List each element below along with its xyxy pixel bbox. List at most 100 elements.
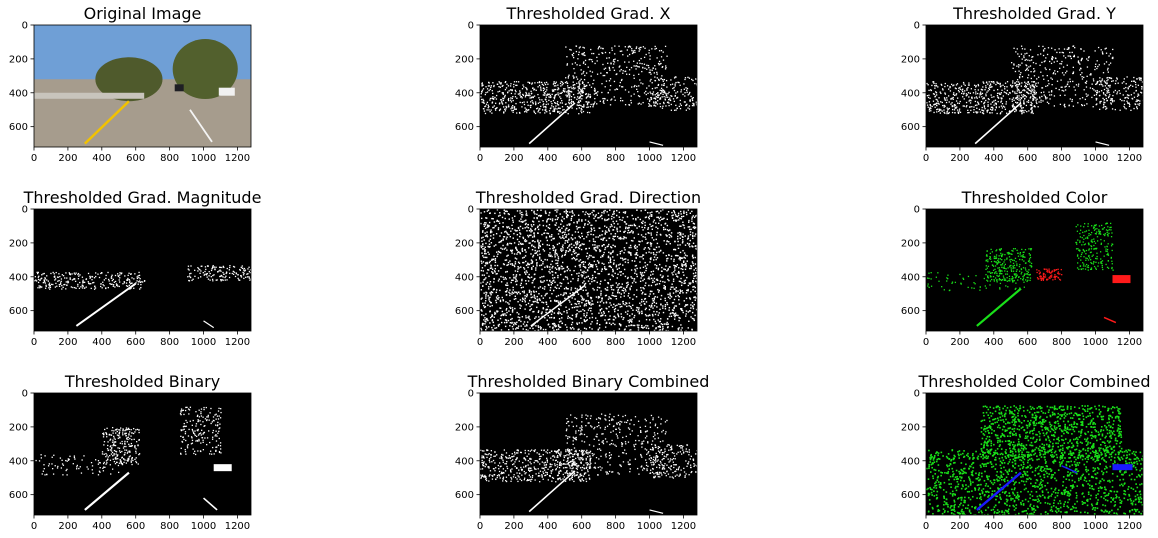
x-tick-label: 1200 xyxy=(1117,153,1142,164)
x-tick-label: 200 xyxy=(504,337,523,348)
y-tick-label: 200 xyxy=(455,422,474,433)
x-tick-label: 1000 xyxy=(637,337,662,348)
y-tick-label: 200 xyxy=(901,422,920,433)
image-content xyxy=(34,264,251,329)
x-tick-label: 200 xyxy=(504,521,523,532)
subplot-6: Thresholded Color 0 200 400 600 800 1000 1200 0 2… xyxy=(901,188,1144,348)
y-tick-label: 400 xyxy=(455,456,474,467)
y-tick-label: 400 xyxy=(9,272,28,283)
image-content xyxy=(35,406,232,511)
x-tick-label: 400 xyxy=(984,153,1003,164)
x-tick-label: 600 xyxy=(572,153,591,164)
x-tick-label: 1000 xyxy=(637,153,662,164)
y-tick-label: 0 xyxy=(914,21,920,32)
subplot-title: Thresholded Grad. Direction xyxy=(475,188,701,207)
axes-frame xyxy=(33,392,252,516)
image-content xyxy=(480,413,697,514)
x-tick-label: 800 xyxy=(160,153,179,164)
x-tick-label: 1000 xyxy=(191,521,216,532)
x-tick-label: 0 xyxy=(31,521,37,532)
subplot-title: Thresholded Grad. Y xyxy=(952,4,1116,23)
y-tick-label: 400 xyxy=(901,272,920,283)
subplot-title: Thresholded Grad. Magnitude xyxy=(23,188,262,207)
x-tick-label: 1200 xyxy=(1117,521,1142,532)
image-content xyxy=(34,25,251,147)
y-tick-label: 200 xyxy=(455,54,474,65)
subplot-title: Thresholded Binary Combined xyxy=(467,372,710,391)
y-tick-label: 600 xyxy=(901,306,920,317)
x-tick-label: 1000 xyxy=(1083,153,1108,164)
image-area xyxy=(480,25,697,147)
y-tick-label: 600 xyxy=(455,306,474,317)
y-tick-label: 0 xyxy=(22,21,28,32)
y-tick-label: 0 xyxy=(468,21,474,32)
image-area xyxy=(34,209,251,331)
axes-frame xyxy=(479,24,698,148)
x-tick-label: 800 xyxy=(606,153,625,164)
x-tick-label: 0 xyxy=(923,521,929,532)
subplot-title: Thresholded Grad. X xyxy=(505,4,670,23)
x-tick-label: 200 xyxy=(950,337,969,348)
y-tick-label: 0 xyxy=(22,389,28,400)
subplot-title: Original Image xyxy=(84,4,202,23)
y-tick-label: 600 xyxy=(9,490,28,501)
image-content xyxy=(926,45,1143,146)
y-tick-label: 400 xyxy=(455,88,474,99)
axes-frame xyxy=(479,208,698,332)
x-tick-label: 1000 xyxy=(1083,521,1108,532)
y-tick-label: 200 xyxy=(9,54,28,65)
x-tick-label: 200 xyxy=(58,337,77,348)
subplot-5: Thresholded Grad. Direction 0 200 400 600 800… xyxy=(455,188,701,348)
x-tick-label: 1200 xyxy=(225,153,250,164)
subplot-2: Thresholded Grad. X 0 200 400 600 800 1000 1200… xyxy=(455,4,698,164)
x-tick-label: 0 xyxy=(31,337,37,348)
x-tick-label: 0 xyxy=(923,153,929,164)
x-tick-label: 0 xyxy=(923,337,929,348)
axes-frame xyxy=(479,392,698,516)
x-tick-label: 600 xyxy=(126,337,145,348)
x-tick-label: 400 xyxy=(92,153,111,164)
y-tick-label: 400 xyxy=(9,456,28,467)
subplot-7: Thresholded Binary 0 200 400 600 800 1000 1200 0… xyxy=(9,372,252,532)
y-tick-label: 600 xyxy=(9,306,28,317)
subplot-1: Original Image 0 200 400 600 800 1000 1200 0 200 4… xyxy=(9,4,252,164)
subplot-title: Thresholded Binary xyxy=(64,372,220,391)
x-tick-label: 1000 xyxy=(1083,337,1108,348)
x-tick-label: 400 xyxy=(92,337,111,348)
x-tick-label: 1200 xyxy=(1117,337,1142,348)
y-tick-label: 400 xyxy=(9,88,28,99)
y-tick-label: 400 xyxy=(901,456,920,467)
x-tick-label: 400 xyxy=(538,521,557,532)
x-tick-label: 400 xyxy=(538,337,557,348)
y-tick-label: 0 xyxy=(22,205,28,216)
subplot-title: Thresholded Color xyxy=(961,188,1108,207)
x-tick-label: 0 xyxy=(477,337,483,348)
y-tick-label: 600 xyxy=(9,122,28,133)
axes-frame xyxy=(33,208,252,332)
image-area xyxy=(480,209,697,331)
image-content xyxy=(926,404,1143,515)
y-tick-label: 400 xyxy=(455,272,474,283)
x-tick-label: 800 xyxy=(160,337,179,348)
x-tick-label: 0 xyxy=(477,521,483,532)
image-content xyxy=(926,222,1131,327)
axes-frame xyxy=(33,24,252,148)
y-tick-label: 200 xyxy=(901,238,920,249)
x-tick-label: 1000 xyxy=(191,337,216,348)
y-tick-label: 200 xyxy=(9,238,28,249)
x-tick-label: 0 xyxy=(31,153,37,164)
x-tick-label: 200 xyxy=(950,521,969,532)
y-tick-label: 200 xyxy=(901,54,920,65)
x-tick-label: 1000 xyxy=(637,521,662,532)
x-tick-label: 0 xyxy=(477,153,483,164)
x-tick-label: 1200 xyxy=(225,521,250,532)
x-tick-label: 200 xyxy=(58,153,77,164)
x-tick-label: 600 xyxy=(126,153,145,164)
x-tick-label: 200 xyxy=(58,521,77,532)
x-tick-label: 800 xyxy=(606,337,625,348)
x-tick-label: 800 xyxy=(1052,521,1071,532)
